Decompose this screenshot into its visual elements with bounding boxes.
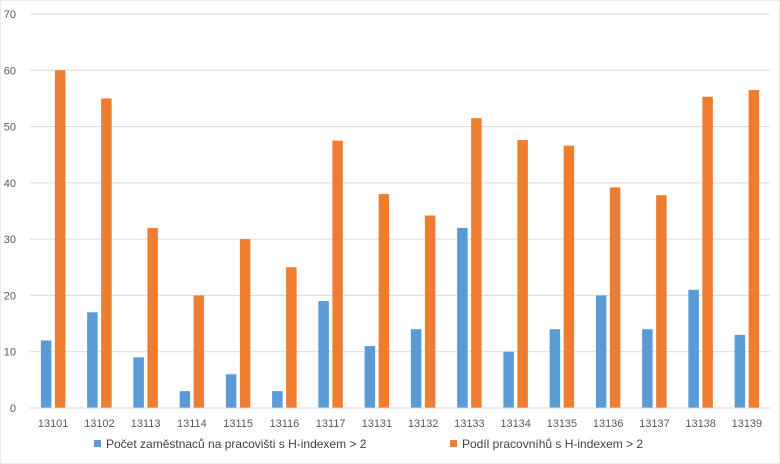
- bar-series-2-13134: [517, 140, 528, 408]
- bar-series-2-13131: [378, 194, 390, 408]
- bar-series-2-13102: [101, 98, 112, 408]
- bar-series-1-13138: [688, 289, 699, 408]
- bar-series-1-13132: [410, 329, 422, 408]
- y-tick-label: 10: [4, 347, 16, 359]
- x-tick-label: 13136: [593, 418, 624, 430]
- bar-series-1-13117: [318, 301, 329, 408]
- bar-series-1-13116: [272, 391, 283, 408]
- x-tick-label: 13137: [639, 418, 670, 430]
- bar-series-2-13115: [239, 239, 251, 408]
- y-tick-label: 50: [4, 122, 16, 134]
- bar-series-2-13137: [656, 195, 667, 408]
- x-tick-label: 13133: [454, 418, 485, 430]
- bar-series-2-13132: [424, 215, 436, 408]
- bar-series-2-13138: [702, 96, 713, 409]
- bar-series-1-13137: [642, 329, 653, 408]
- x-tick-label: 13117: [316, 418, 346, 430]
- x-tick-label: 13131: [362, 418, 393, 430]
- bar-series-2-13133: [471, 118, 482, 408]
- bar-series-1-13139: [734, 334, 746, 408]
- x-axis-ticks: 13101 13102 13113 13114 13115 13116 13117 13131…: [38, 418, 762, 430]
- legend-swatch-series-1: [94, 440, 101, 447]
- x-tick-label: 13102: [84, 418, 115, 430]
- bars: [40, 70, 760, 409]
- x-tick-label: 13139: [732, 418, 763, 430]
- bar-series-2-13101: [54, 70, 66, 409]
- bar-series-2-13139: [748, 89, 760, 408]
- bar-series-1-13101: [40, 340, 52, 408]
- bar-series-1-13102: [87, 312, 98, 408]
- x-tick-label: 13138: [685, 418, 716, 430]
- legend: Počet zaměstnaců na pracovišti s H-index…: [94, 437, 643, 451]
- bar-series-1-13133: [457, 227, 468, 408]
- x-tick-label: 13135: [547, 418, 578, 430]
- bar-series-1-13134: [503, 351, 514, 408]
- y-tick-label: 60: [4, 65, 16, 77]
- y-tick-label: 30: [4, 234, 16, 246]
- x-tick-label: 13116: [269, 418, 299, 430]
- y-tick-label: 0: [10, 403, 16, 415]
- bar-series-2-13117: [332, 140, 343, 408]
- bar-series-2-13136: [609, 187, 621, 408]
- bar-series-1-13115: [225, 374, 237, 408]
- bar-series-1-13114: [179, 391, 191, 408]
- bar-series-2-13113: [147, 227, 158, 408]
- legend-label-series-2: Podíl pracovníhů s H-indexem > 2: [462, 437, 643, 451]
- bar-series-2-13116: [286, 267, 297, 408]
- legend-swatch-series-2: [450, 440, 457, 447]
- x-tick-label: 13115: [223, 418, 253, 430]
- x-tick-label: 13132: [408, 418, 439, 430]
- y-tick-label: 70: [4, 9, 16, 21]
- x-tick-label: 13113: [131, 418, 161, 430]
- y-axis-ticks: 0 10 20 30 40 50 60 70: [4, 9, 16, 415]
- x-tick-label: 13134: [500, 418, 531, 430]
- bar-series-1-13136: [595, 295, 607, 408]
- bar-series-2-13135: [563, 145, 575, 409]
- y-tick-label: 40: [4, 178, 16, 190]
- legend-label-series-1: Počet zaměstnaců na pracovišti s H-index…: [106, 437, 367, 451]
- x-tick-label: 13101: [38, 418, 69, 430]
- y-tick-label: 20: [4, 290, 16, 302]
- x-tick-label: 13114: [177, 418, 207, 430]
- bar-series-2-13114: [193, 295, 205, 408]
- bar-series-1-13135: [549, 329, 561, 408]
- bar-series-1-13131: [364, 346, 376, 408]
- bar-series-1-13113: [133, 357, 144, 408]
